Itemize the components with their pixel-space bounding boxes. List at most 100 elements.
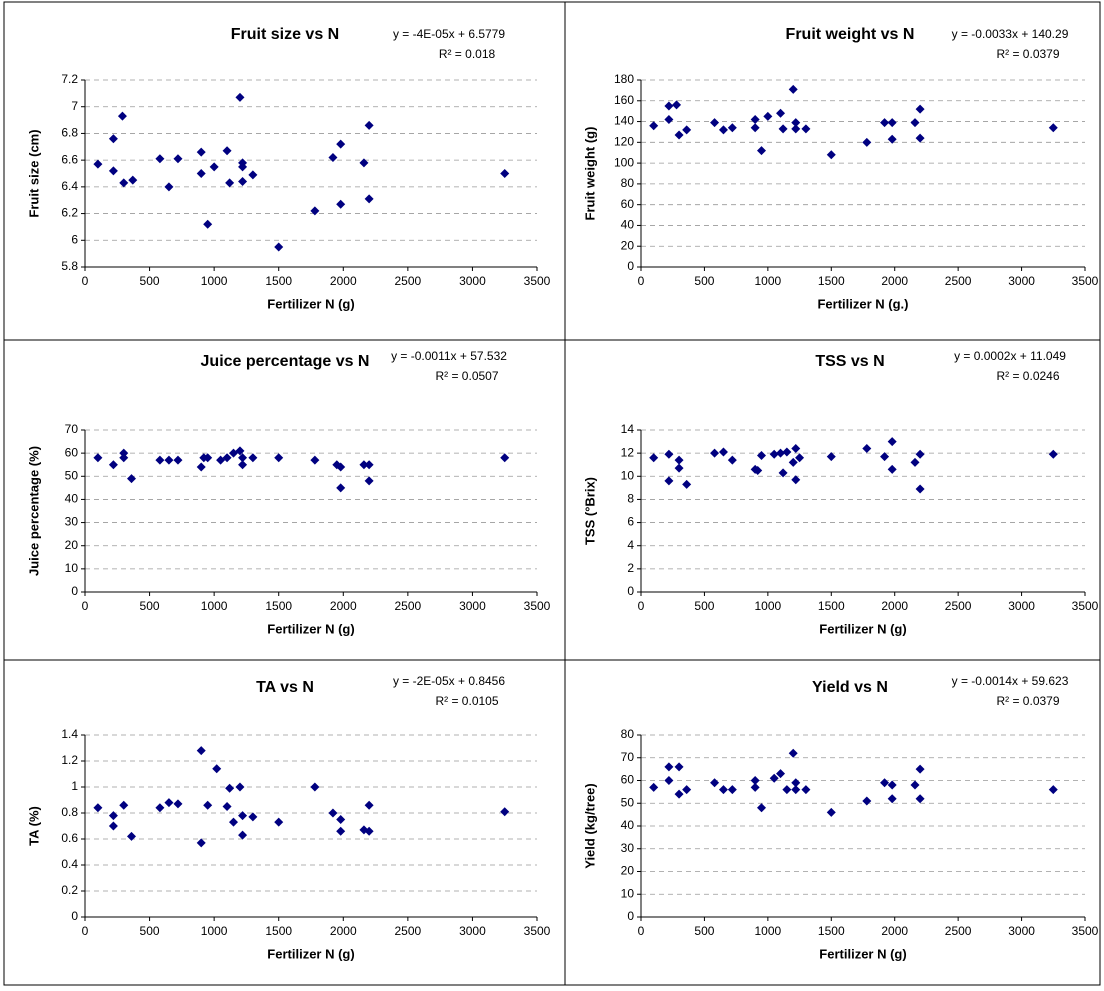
x-tick-label: 1500 xyxy=(265,924,292,938)
point xyxy=(336,483,346,493)
point xyxy=(674,789,684,799)
point xyxy=(880,118,890,128)
point xyxy=(795,453,805,463)
point xyxy=(862,137,872,147)
point xyxy=(826,452,836,462)
point xyxy=(225,783,235,793)
point xyxy=(763,111,773,121)
point xyxy=(915,484,925,494)
y-tick-label: 20 xyxy=(65,538,79,552)
point xyxy=(93,453,103,463)
point xyxy=(238,460,248,470)
y-tick-label: 80 xyxy=(621,176,635,190)
point xyxy=(880,778,890,788)
y-axis-title: Juice percentage (%) xyxy=(26,446,41,576)
y-tick-label: 40 xyxy=(621,218,635,232)
y-tick-label: 40 xyxy=(621,818,635,832)
point xyxy=(915,104,925,114)
point xyxy=(915,449,925,459)
chart-title: Fruit weight vs N xyxy=(786,26,915,43)
y-tick-label: 0 xyxy=(627,584,634,598)
point xyxy=(155,803,165,813)
y-tick-label: 2 xyxy=(627,561,634,575)
y-tick-label: 100 xyxy=(614,155,634,169)
chart-title: Fruit size vs N xyxy=(231,26,339,43)
y-tick-label: 60 xyxy=(65,445,79,459)
point xyxy=(788,748,798,758)
point xyxy=(674,130,684,140)
point xyxy=(718,785,728,795)
trend-equation: y = -2E-05x + 0.8456 xyxy=(393,674,505,688)
point xyxy=(915,794,925,804)
r-squared: R² = 0.0379 xyxy=(996,47,1059,61)
x-tick-label: 2500 xyxy=(945,599,972,613)
x-axis-title: Fertilizer N (g.) xyxy=(817,296,908,311)
point xyxy=(664,776,674,785)
point xyxy=(674,455,684,465)
point xyxy=(126,831,136,841)
point xyxy=(364,800,374,810)
point xyxy=(119,800,129,810)
point xyxy=(782,785,792,795)
y-tick-label: 120 xyxy=(614,135,634,149)
point xyxy=(196,462,206,472)
x-tick-label: 500 xyxy=(140,924,160,938)
point xyxy=(757,803,767,813)
x-tick-label: 2500 xyxy=(395,274,422,288)
point xyxy=(500,169,510,178)
x-tick-label: 500 xyxy=(140,599,160,613)
x-tick-label: 3000 xyxy=(1008,274,1035,288)
x-tick-label: 500 xyxy=(140,274,160,288)
point xyxy=(222,453,232,463)
x-axis-title: Fertilizer N (g) xyxy=(267,946,354,961)
y-tick-label: 20 xyxy=(621,864,635,878)
point xyxy=(235,92,245,102)
point xyxy=(910,118,920,128)
point xyxy=(682,125,692,135)
point xyxy=(750,776,760,785)
y-tick-label: 6 xyxy=(71,232,78,246)
frame xyxy=(3,1,1101,986)
y-tick-label: 1 xyxy=(71,779,78,793)
point xyxy=(782,447,792,457)
y-tick-label: 30 xyxy=(65,515,79,529)
point xyxy=(791,124,801,134)
trend-equation: y = -0.0033x + 140.29 xyxy=(952,27,1069,41)
point xyxy=(203,219,213,229)
x-tick-label: 3000 xyxy=(459,274,486,288)
x-tick-label: 3500 xyxy=(1072,274,1099,288)
point xyxy=(500,453,510,463)
r-squared: R² = 0.0246 xyxy=(996,369,1059,383)
x-tick-label: 3500 xyxy=(524,924,551,938)
point xyxy=(364,120,374,130)
point xyxy=(769,449,779,459)
point xyxy=(336,139,346,149)
point xyxy=(248,453,258,463)
chart-title: Yield vs N xyxy=(812,679,888,696)
x-tick-label: 2500 xyxy=(395,924,422,938)
trend-equation: y = -0.0014x + 59.623 xyxy=(952,674,1069,688)
x-tick-label: 1000 xyxy=(755,924,782,938)
y-tick-label: 40 xyxy=(65,492,79,506)
point xyxy=(248,812,258,822)
point xyxy=(173,455,183,465)
point xyxy=(248,170,258,180)
y-tick-label: 70 xyxy=(65,422,79,436)
point xyxy=(727,785,737,795)
x-tick-label: 3500 xyxy=(524,599,551,613)
x-tick-label: 3500 xyxy=(1072,924,1099,938)
y-tick-label: 10 xyxy=(621,468,635,482)
x-tick-label: 1000 xyxy=(755,274,782,288)
x-tick-label: 2000 xyxy=(881,599,908,613)
r-squared: R² = 0.0105 xyxy=(435,694,498,708)
point xyxy=(108,811,118,821)
x-tick-label: 3000 xyxy=(1008,924,1035,938)
point xyxy=(757,450,767,460)
y-tick-label: 6.4 xyxy=(61,179,78,193)
point xyxy=(155,455,165,465)
x-tick-label: 1500 xyxy=(818,599,845,613)
x-tick-label: 2000 xyxy=(330,599,357,613)
point xyxy=(750,123,760,133)
